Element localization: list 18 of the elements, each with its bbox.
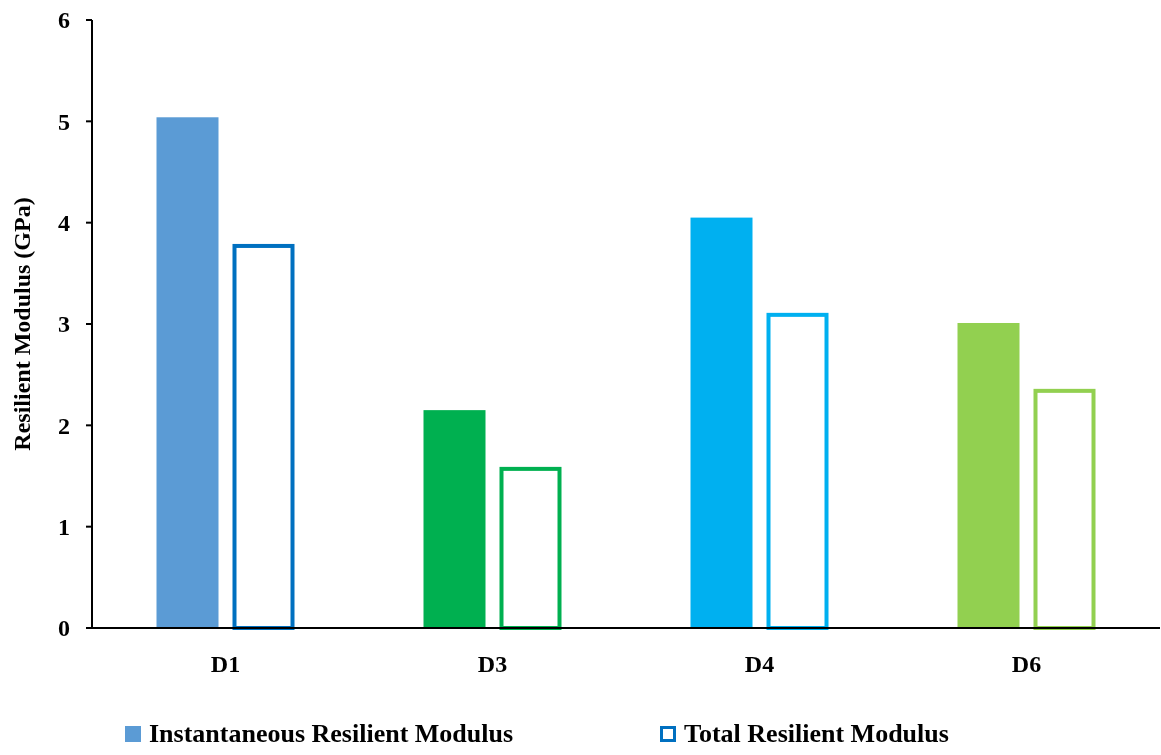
- y-axis-title: Resilient Modulus (GPa): [9, 197, 35, 451]
- x-tick-label: D6: [1011, 651, 1042, 677]
- y-tick-label: 3: [58, 311, 70, 338]
- y-tick-label: 0: [58, 615, 70, 642]
- bar: [690, 217, 753, 628]
- x-tick-label: D3: [477, 651, 508, 677]
- y-tick-label: 6: [58, 7, 70, 34]
- x-tick-label: D4: [744, 651, 775, 677]
- y-tick-label: 1: [58, 514, 70, 541]
- legend-label: Instantaneous Resilient Modulus: [149, 719, 514, 748]
- y-tick-label: 4: [58, 210, 70, 237]
- bar: [156, 117, 219, 628]
- x-tick-label: D1: [210, 651, 241, 677]
- y-tick-label: 5: [58, 108, 70, 135]
- bar: [957, 322, 1020, 628]
- y-tick-label: 2: [58, 412, 70, 439]
- legend-label: Total Resilient Modulus: [684, 719, 949, 748]
- bar: [423, 410, 486, 628]
